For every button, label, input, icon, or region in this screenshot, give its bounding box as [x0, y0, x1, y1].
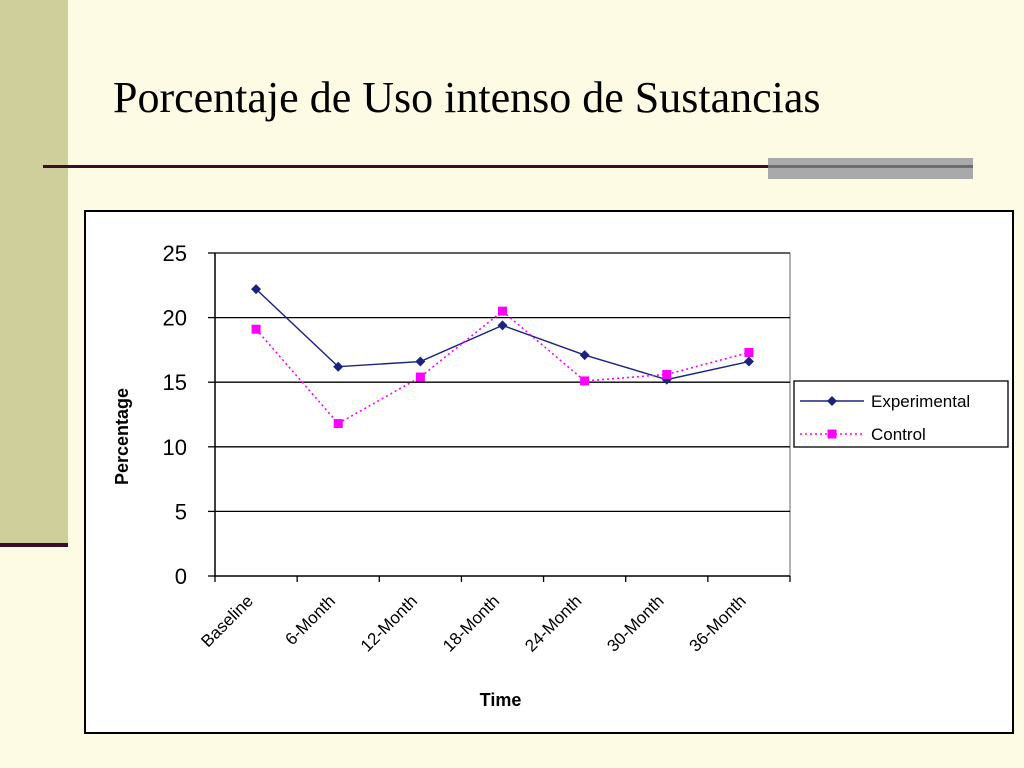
x-tick-label: 12-Month [357, 591, 421, 655]
series-line-experimental [255, 288, 750, 381]
data-point-experimental [415, 356, 426, 367]
data-point-control [415, 372, 425, 382]
y-tick-label: 5 [175, 499, 187, 524]
slide-title: Porcentaje de Uso intenso de Sustancias [113, 73, 821, 122]
y-tick-label: 0 [175, 564, 187, 589]
x-tick-label: 18-Month [439, 591, 503, 655]
title-divider [43, 165, 973, 168]
data-point-control [662, 369, 672, 379]
x-tick-label: Baseline [197, 591, 257, 651]
left-band-rule [0, 543, 68, 547]
data-point-experimental [333, 361, 344, 372]
line-chart: 0 5 10 15 20 25 Baseline 6-Month 12-Month 18-Mon… [112, 241, 1009, 710]
x-tick-label: 24-Month [521, 591, 585, 655]
y-tick-label: 20 [163, 306, 187, 331]
x-axis-title: Time [480, 690, 522, 710]
data-point-control [333, 419, 343, 429]
data-point-control [498, 306, 507, 316]
title-divider-accent-line [768, 165, 973, 168]
chart-frame [84, 210, 1014, 734]
data-point-experimental [497, 320, 508, 331]
data-point-control [744, 347, 754, 357]
y-tick-label: 25 [163, 241, 187, 266]
y-axis-title: Percentage [112, 388, 132, 485]
x-tick-label: 6-Month [282, 591, 340, 649]
legend: Experimental Control [793, 380, 1009, 448]
data-point-experimental [251, 284, 262, 295]
series-lines [251, 284, 754, 429]
left-decorative-band [0, 0, 68, 546]
data-point-control [251, 324, 261, 334]
gridlines [208, 252, 791, 582]
data-point-control [580, 376, 590, 386]
x-tick-labels: Baseline 6-Month 12-Month 18-Month 24-Month 3… [197, 591, 749, 655]
legend-marker-experimental [827, 396, 837, 406]
data-point-experimental [743, 356, 754, 367]
legend-marker-control [827, 429, 837, 439]
data-point-experimental [579, 350, 590, 361]
legend-label-experimental: Experimental [871, 392, 970, 411]
y-tick-label: 10 [163, 435, 187, 460]
title-divider-accent [768, 158, 973, 179]
x-tick-label: 30-Month [603, 591, 667, 655]
x-tick-label: 36-Month [686, 591, 750, 655]
y-tick-label: 15 [163, 370, 187, 395]
legend-label-control: Control [871, 425, 926, 444]
y-tick-labels: 0 5 10 15 20 25 [163, 241, 187, 589]
axes [214, 253, 790, 577]
